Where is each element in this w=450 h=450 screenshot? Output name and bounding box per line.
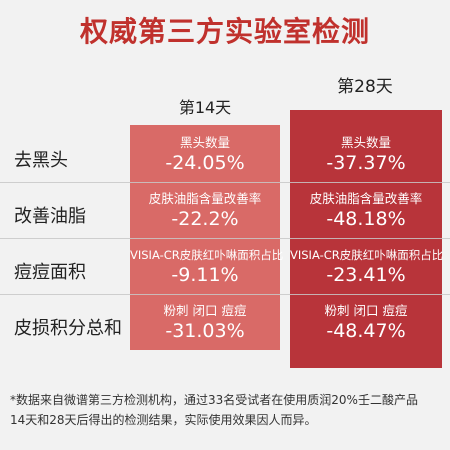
row-divider [0, 294, 450, 295]
row-label-acne-area: 痘痘面积 [14, 262, 86, 283]
cell-acne-area-day28: VISIA-CR皮肤红卟啉面积占比 -23.41% [290, 247, 444, 287]
cell-oil-day14: 皮肤油脂含量改善率 -22.2% [130, 191, 280, 231]
footnote-line: *数据来自微谱第三方检测机构，通过33名受试者在使用质润20%壬二酸产品 [10, 393, 418, 407]
cell-value: -37.37% [326, 152, 406, 174]
cell-blackheads-day14: 黑头数量 -24.05% [130, 135, 280, 175]
cell-metric: 粉刺 闭口 痘痘 [324, 303, 408, 318]
footnote: *数据来自微谱第三方检测机构，通过33名受试者在使用质润20%壬二酸产品 14天… [10, 390, 440, 430]
cell-metric: 皮肤油脂含量改善率 [148, 191, 262, 206]
cell-lesion-score-day14: 粉刺 闭口 痘痘 -31.03% [130, 303, 280, 343]
cell-value: -48.18% [326, 208, 406, 230]
footnote-line: 14天和28天后得出的检测结果，实际使用效果因人而异。 [10, 413, 317, 427]
cell-oil-day28: 皮肤油脂含量改善率 -48.18% [290, 191, 442, 231]
page-title: 权威第三方实验室检测 [79, 15, 370, 48]
cell-value: -48.47% [326, 320, 406, 342]
row-label-oil: 改善油脂 [14, 206, 86, 227]
row-label-blackheads: 去黑头 [14, 150, 68, 171]
row-label-lesion-score: 皮损积分总和 [14, 318, 122, 339]
cell-acne-area-day14: VISIA-CR皮肤红卟啉面积占比 -9.11% [130, 247, 284, 287]
cell-value: -22.2% [171, 208, 239, 230]
cell-metric: 皮肤油脂含量改善率 [309, 191, 423, 206]
cell-lesion-score-day28: 粉刺 闭口 痘痘 -48.47% [290, 303, 442, 343]
cell-value: -24.05% [165, 152, 245, 174]
cell-metric: VISIA-CR皮肤红卟啉面积占比 [290, 248, 444, 262]
cell-blackheads-day28: 黑头数量 -37.37% [290, 135, 442, 175]
cell-value: -9.11% [171, 264, 239, 286]
row-divider [0, 238, 450, 239]
cell-metric: VISIA-CR皮肤红卟啉面积占比 [130, 248, 284, 262]
cell-metric: 黑头数量 [340, 135, 391, 150]
cell-metric: 粉刺 闭口 痘痘 [163, 303, 247, 318]
cell-value: -23.41% [326, 264, 406, 286]
day14-column-panel [130, 125, 280, 350]
day28-column-panel [290, 110, 442, 368]
row-divider [0, 182, 450, 183]
cell-metric: 黑头数量 [179, 135, 230, 150]
day28-column-header: 第28天 [337, 77, 393, 97]
cell-value: -31.03% [165, 320, 245, 342]
day14-column-header: 第14天 [178, 98, 232, 117]
